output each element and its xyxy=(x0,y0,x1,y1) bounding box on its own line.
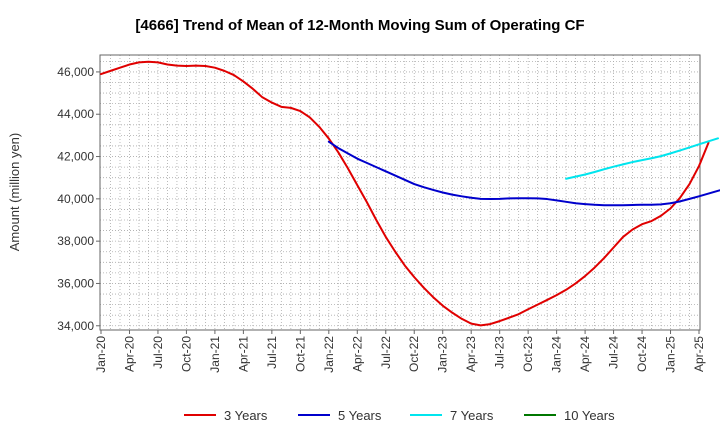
x-tick-label: Jul-24 xyxy=(607,336,621,369)
y-axis-label: Amount (million yen) xyxy=(7,133,22,252)
y-tick-label: 36,000 xyxy=(57,276,94,290)
x-tick-label: Jan-21 xyxy=(208,336,222,373)
chart-title: [4666] Trend of Mean of 12-Month Moving … xyxy=(135,17,584,34)
x-tick-label: Apr-22 xyxy=(350,336,364,372)
x-tick-label: Apr-20 xyxy=(122,336,136,372)
x-tick-label: Jul-21 xyxy=(265,336,279,369)
y-tick-label: 42,000 xyxy=(57,150,94,164)
x-tick-label: Oct-20 xyxy=(179,336,193,372)
y-tick-label: 40,000 xyxy=(57,192,94,206)
y-tick-label: 46,000 xyxy=(57,65,94,79)
x-tick-label: Jul-20 xyxy=(151,336,165,369)
y-tick-label: 38,000 xyxy=(57,234,94,248)
x-tick-label: Jan-24 xyxy=(550,336,564,373)
x-tick-label: Oct-22 xyxy=(407,336,421,372)
y-axis: 34,000 36,000 38,000 40,000 42,000 44,000 46,0… xyxy=(57,65,100,333)
legend-label: 7 Years xyxy=(450,408,494,423)
x-tick-label: Apr-24 xyxy=(578,336,592,372)
legend-label: 5 Years xyxy=(338,408,382,423)
gridlines xyxy=(100,55,700,330)
series-line-3-years xyxy=(100,60,710,327)
x-tick-label: Jul-22 xyxy=(379,336,393,369)
x-tick-label: Jan-20 xyxy=(94,336,108,373)
x-tick-label: Jan-25 xyxy=(664,336,678,373)
x-tick-label: Apr-21 xyxy=(236,336,250,372)
series-group xyxy=(100,60,720,327)
x-tick-label: Jan-22 xyxy=(322,336,336,373)
x-axis: Jan-20 Apr-20 Jul-20 Oct-20 Jan-21 Apr-21 Jul-… xyxy=(94,330,706,373)
legend: 3 Years 5 Years 7 Years 10 Years xyxy=(184,408,615,423)
x-tick-label: Apr-23 xyxy=(464,336,478,372)
y-tick-label: 44,000 xyxy=(57,107,94,121)
series-line-5-years xyxy=(327,140,720,207)
legend-label: 10 Years xyxy=(564,408,615,423)
x-tick-label: Apr-25 xyxy=(692,336,706,372)
x-tick-label: Jan-23 xyxy=(436,336,450,373)
x-tick-label: Oct-24 xyxy=(635,336,649,372)
x-tick-label: Oct-21 xyxy=(293,336,307,372)
plot-border xyxy=(99,54,701,331)
y-tick-label: 34,000 xyxy=(57,319,94,333)
plot-area xyxy=(100,55,700,330)
x-tick-label: Jul-23 xyxy=(493,336,507,369)
legend-label: 3 Years xyxy=(224,408,268,423)
x-tick-label: Oct-23 xyxy=(521,336,535,372)
series-line-7-years xyxy=(565,137,719,180)
